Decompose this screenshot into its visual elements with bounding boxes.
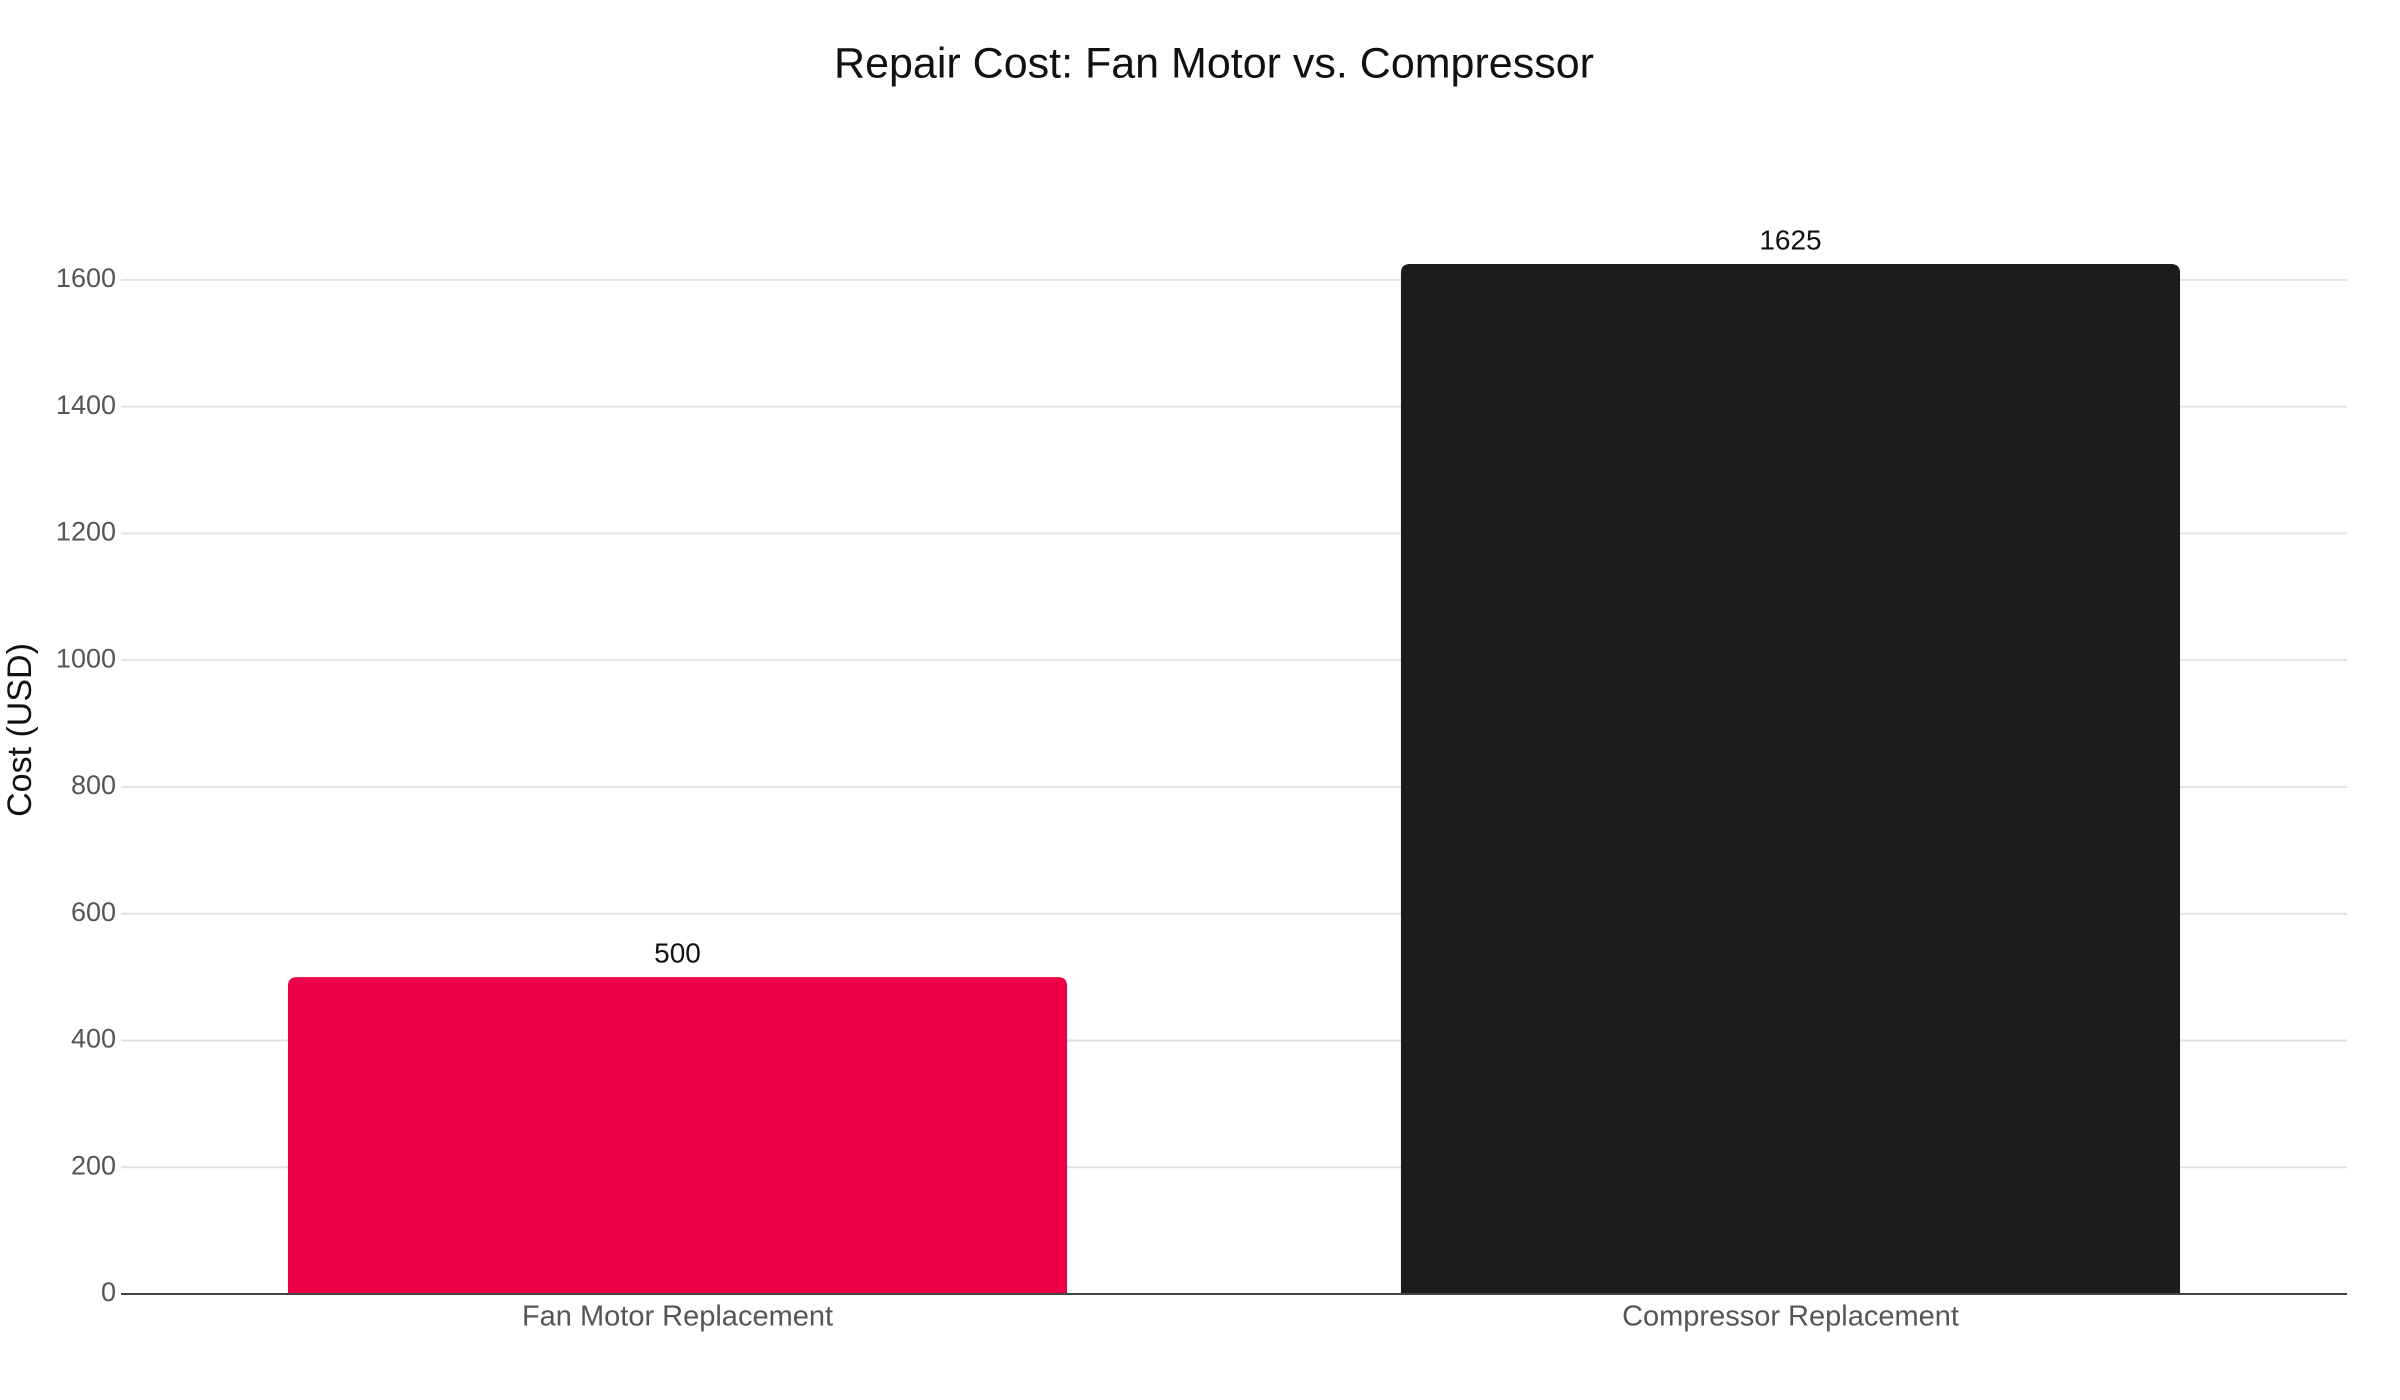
y-tick-label: 1600 [56,263,116,293]
y-tick-label: 600 [71,897,116,927]
bar [1400,264,2181,1295]
y-tick-label: 800 [71,770,116,800]
chart-title: Repair Cost: Fan Motor vs. Compressor [834,39,1594,87]
x-tick-label: Compressor Replacement [1622,1301,1959,1333]
value-label: 500 [654,937,701,968]
y-tick-label: 400 [71,1024,116,1054]
value-label: 1625 [1759,224,1821,255]
y-tick-label: 200 [71,1150,116,1180]
y-axis-title: Cost (USD) [1,643,39,817]
y-tick-label: 1200 [56,517,116,547]
bar [287,977,1068,1294]
y-tick-label: 0 [101,1277,116,1307]
y-tick-label: 1400 [56,390,116,420]
y-tick-label: 1000 [56,643,116,673]
x-tick-label: Fan Motor Replacement [522,1301,833,1333]
